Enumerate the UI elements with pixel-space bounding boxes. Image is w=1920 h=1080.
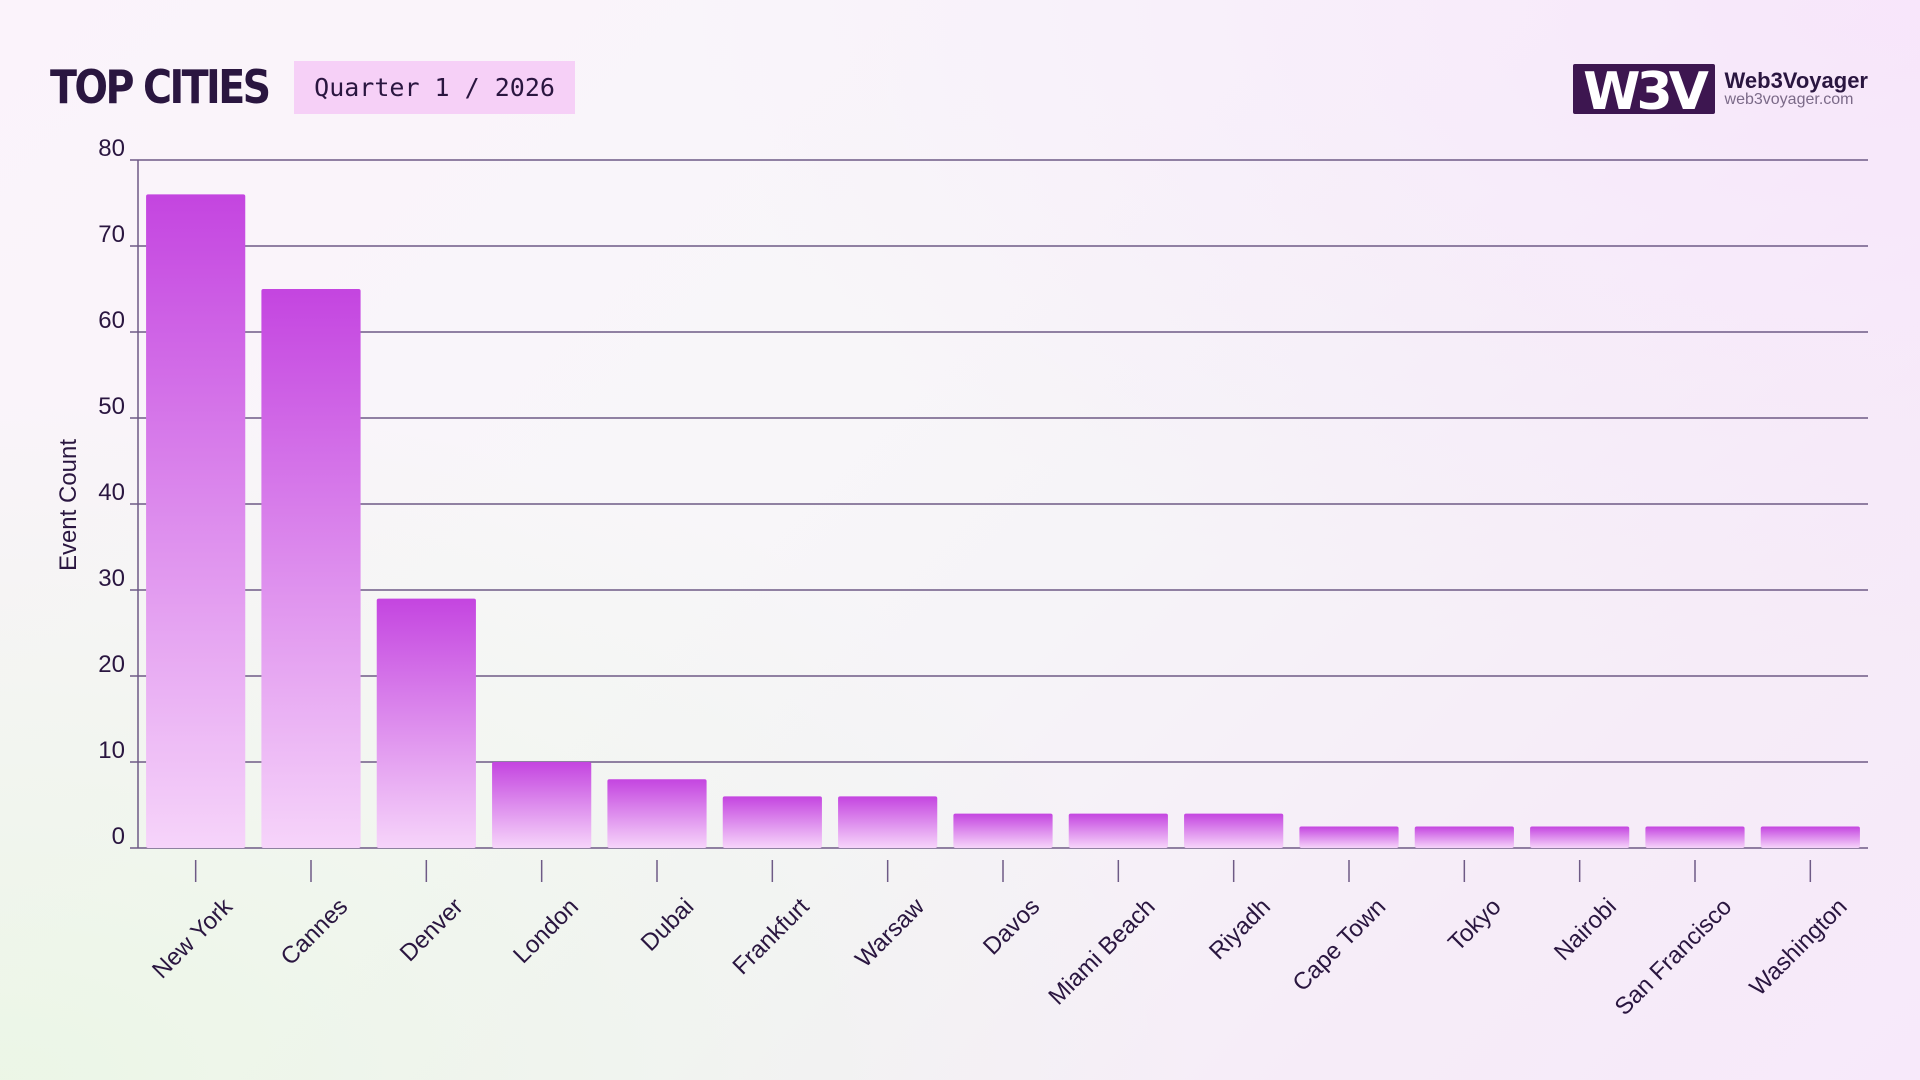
x-tick-label: Cape Town (1288, 893, 1392, 997)
bar (1530, 826, 1630, 848)
x-tick-label: Riyadh (1204, 893, 1276, 965)
x-tick-label: London (508, 893, 584, 969)
bar (1068, 813, 1168, 848)
bar (1645, 826, 1745, 848)
x-axis-ticks: New York Cannes Denver London Dubai Frankfurt… (147, 860, 1853, 1021)
bar (1299, 826, 1399, 848)
x-tick-label: Davos (978, 893, 1045, 960)
y-axis-ticks: 0 10 20 30 40 50 60 70 80 (98, 135, 138, 850)
x-tick-label: New York (147, 892, 238, 983)
brand: W3V Web3Voyager web3voyager.com (1572, 64, 1868, 114)
y-tick-label: 30 (98, 565, 125, 592)
bar (492, 762, 592, 848)
w3v-logo-icon: W3V (1572, 64, 1715, 114)
bar (607, 779, 707, 848)
period-badge: Quarter 1 / 2026 (294, 60, 575, 114)
bar (838, 796, 938, 848)
bar (1414, 826, 1514, 848)
y-tick-label: 70 (98, 221, 125, 248)
y-tick-label: 0 (112, 823, 125, 850)
x-tick-label: San Francisco (1610, 893, 1738, 1021)
bars (146, 194, 1860, 848)
brand-url: web3voyager.com (1724, 91, 1854, 109)
bar (1184, 813, 1284, 848)
y-tick-label: 10 (98, 737, 125, 764)
x-tick-label: Miami Beach (1043, 893, 1160, 1010)
x-tick-label: Frankfurt (728, 893, 815, 980)
brand-name: Web3Voyager (1724, 68, 1868, 94)
y-tick-label: 20 (98, 651, 125, 678)
header: TOP CITIES Quarter 1 / 2026 (50, 60, 575, 114)
y-axis-title: Event Count (55, 439, 82, 571)
svg-text:W3V: W3V (1583, 64, 1709, 114)
page-title: TOP CITIES (50, 60, 271, 114)
x-tick-label: Nairobi (1549, 893, 1622, 966)
y-tick-label: 50 (98, 393, 125, 420)
y-tick-label: 40 (98, 479, 125, 506)
x-tick-label: Dubai (636, 893, 699, 956)
x-tick-label: Tokyo (1443, 893, 1506, 956)
x-tick-label: Denver (395, 893, 469, 967)
bar (261, 289, 361, 848)
x-tick-label: Cannes (276, 893, 354, 971)
y-tick-label: 60 (98, 307, 125, 334)
bar (1760, 826, 1860, 848)
x-tick-label: Warsaw (850, 893, 930, 973)
bar (722, 796, 822, 848)
y-tick-label: 80 (98, 135, 125, 162)
bar (146, 194, 246, 848)
bar (376, 598, 476, 848)
bar (953, 813, 1053, 848)
x-tick-label: Washington (1744, 893, 1852, 1001)
